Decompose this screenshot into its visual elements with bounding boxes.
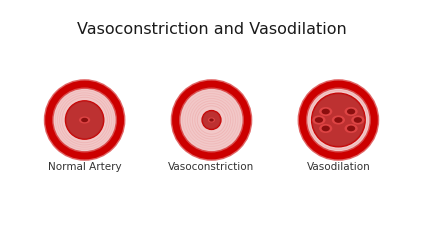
Ellipse shape xyxy=(66,101,104,139)
Ellipse shape xyxy=(347,126,355,131)
Ellipse shape xyxy=(178,86,245,154)
Text: Vasoconstriction: Vasoconstriction xyxy=(168,162,255,172)
Text: Normal Artery: Normal Artery xyxy=(48,162,121,172)
Circle shape xyxy=(302,100,374,140)
Ellipse shape xyxy=(332,115,345,125)
Ellipse shape xyxy=(334,117,343,123)
Ellipse shape xyxy=(321,109,330,114)
Ellipse shape xyxy=(319,107,332,116)
Text: Vasodilation: Vasodilation xyxy=(307,162,370,172)
Ellipse shape xyxy=(202,111,221,129)
Circle shape xyxy=(176,100,247,140)
Ellipse shape xyxy=(347,109,355,114)
Ellipse shape xyxy=(315,117,323,123)
Ellipse shape xyxy=(79,116,90,124)
Ellipse shape xyxy=(305,86,372,154)
Ellipse shape xyxy=(354,117,362,123)
Ellipse shape xyxy=(312,93,365,147)
Circle shape xyxy=(49,100,121,140)
Ellipse shape xyxy=(208,117,215,123)
Ellipse shape xyxy=(319,124,332,133)
Ellipse shape xyxy=(321,126,330,131)
Ellipse shape xyxy=(209,118,214,122)
Ellipse shape xyxy=(312,115,326,125)
Ellipse shape xyxy=(344,107,358,116)
Ellipse shape xyxy=(351,115,365,125)
Ellipse shape xyxy=(81,118,88,122)
Ellipse shape xyxy=(344,124,358,133)
Ellipse shape xyxy=(51,86,118,154)
Text: Vasoconstriction and Vasodilation: Vasoconstriction and Vasodilation xyxy=(77,22,346,36)
